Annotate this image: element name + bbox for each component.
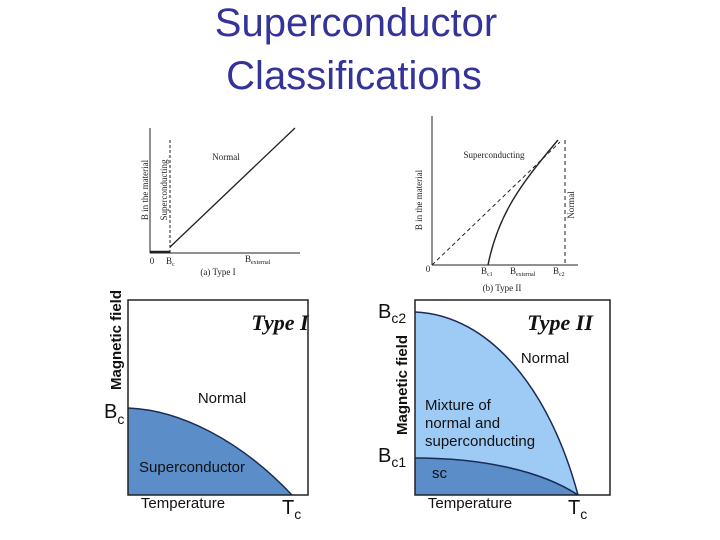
label: Superconductor bbox=[139, 459, 245, 476]
axis-label: Bexternal bbox=[245, 254, 271, 266]
label: Bc1 bbox=[378, 445, 406, 470]
label: Normal bbox=[198, 390, 246, 407]
label: Tc bbox=[282, 497, 301, 522]
label: sc bbox=[432, 465, 448, 482]
axis-label: B in the material bbox=[414, 169, 424, 230]
type1-field-plot bbox=[149, 127, 300, 254]
axis-label: Temperature bbox=[428, 495, 512, 512]
label: Tc bbox=[568, 497, 587, 522]
caption: (a) Type I bbox=[200, 267, 235, 277]
label: Bc bbox=[166, 256, 175, 268]
type1-phase-diagram bbox=[127, 299, 309, 496]
label: normal and bbox=[425, 415, 500, 432]
type2-field-plot bbox=[431, 116, 578, 266]
label: Bc bbox=[104, 401, 124, 427]
label: Bc1 bbox=[481, 266, 493, 278]
label: 0 bbox=[150, 256, 155, 266]
label: Mixture of bbox=[425, 397, 492, 414]
caption: (b) Type II bbox=[483, 283, 522, 293]
title-line: Classifications bbox=[226, 54, 482, 98]
axis-label: B in the material bbox=[140, 159, 150, 220]
label: superconducting bbox=[425, 433, 535, 450]
axis-label: Bexternal bbox=[510, 266, 536, 278]
label: Superconducting bbox=[464, 150, 525, 160]
axis-label: Magnetic field bbox=[394, 335, 411, 435]
label: 0 bbox=[426, 264, 431, 274]
label: Normal bbox=[521, 350, 569, 367]
label: Normal bbox=[566, 191, 576, 219]
axis-label: Magnetic field bbox=[108, 290, 125, 390]
axis-label: Temperature bbox=[141, 495, 225, 512]
diagram-title: Type II bbox=[527, 310, 594, 335]
label: Normal bbox=[212, 152, 240, 162]
label: Bc2 bbox=[378, 301, 406, 326]
type2-phase-diagram bbox=[414, 299, 611, 496]
diagram-title: Type I bbox=[251, 310, 310, 335]
label: Bc2 bbox=[553, 266, 565, 278]
label: Superconducting bbox=[159, 159, 169, 220]
title-line: Superconductor bbox=[215, 1, 497, 45]
